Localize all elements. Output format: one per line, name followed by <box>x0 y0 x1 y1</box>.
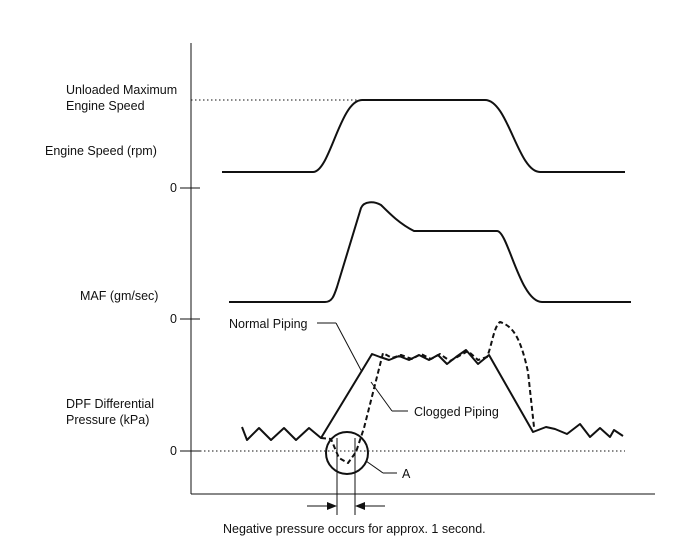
maf-ylabel: MAF (gm/sec) <box>80 289 158 303</box>
maf-zero-label: 0 <box>170 312 177 326</box>
unloaded-max-label-line2: Engine Speed <box>66 99 145 113</box>
dpf-zero-label: 0 <box>170 444 177 458</box>
duration-arrow-left-head <box>327 502 337 510</box>
annotation-a-leader <box>365 460 384 474</box>
dpf-ylabel-line1: DPF Differential <box>66 397 154 411</box>
engine-speed-zero-label: 0 <box>170 181 177 195</box>
clogged-piping-label: Clogged Piping <box>414 405 499 419</box>
clogged-piping-leader <box>370 381 393 412</box>
normal-piping-label: Normal Piping <box>229 317 308 331</box>
normal-piping-leader-2 <box>335 322 363 373</box>
dpf-normal-piping-line <box>241 349 624 441</box>
unloaded-max-label-line1: Unloaded Maximum <box>66 83 177 97</box>
maf-series-line <box>229 201 631 303</box>
annotation-a-label: A <box>402 467 411 481</box>
annotation-a-circle <box>325 431 369 475</box>
dpf-clogged-piping-line <box>320 321 535 464</box>
duration-caption: Negative pressure occurs for approx. 1 s… <box>223 522 486 536</box>
engine-speed-series-line <box>222 99 625 173</box>
duration-arrow-right-head <box>355 502 365 510</box>
dpf-ylabel-line2: Pressure (kPa) <box>66 413 149 427</box>
engine-speed-ylabel: Engine Speed (rpm) <box>45 144 157 158</box>
